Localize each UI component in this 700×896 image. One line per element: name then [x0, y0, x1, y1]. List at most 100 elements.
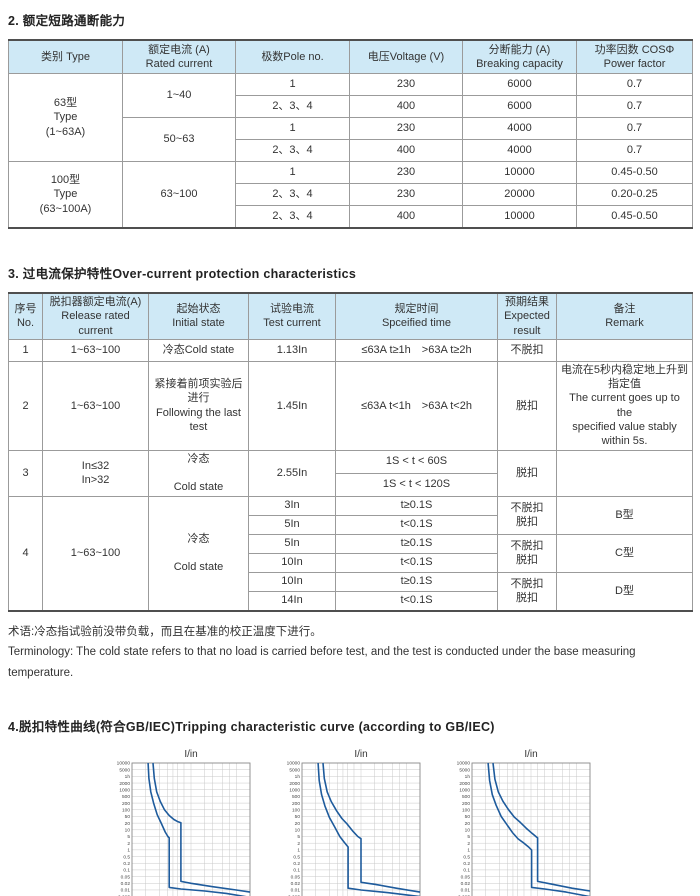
- header-row: 序号 No. 脱扣器额定电流(A) Release rated current …: [8, 292, 693, 340]
- table-row: 14In t<0.1S: [9, 590, 693, 612]
- cell: 脱扣: [497, 449, 557, 497]
- chart-canvas: 10000 5000 1h 2000 1000 500 200 100 50 20 10 5 2 1 0.5…: [274, 760, 426, 896]
- cell: [556, 449, 693, 497]
- y-tick-label: 100: [292, 807, 300, 813]
- cell: 6000: [462, 95, 577, 118]
- cell: 10In: [248, 552, 336, 573]
- y-tick-label: 20: [125, 820, 131, 826]
- col-header-remark: 备注 Remark: [556, 292, 693, 340]
- tripping-curve-chart-d: I/in 10000 5000 1h 2000 1000 500 200 100 50 20 10 5…: [444, 749, 596, 896]
- y-tick-label: 1: [467, 847, 470, 853]
- cell: 6000: [462, 73, 577, 96]
- cell: 10000: [462, 161, 577, 184]
- cell: 400: [349, 205, 463, 229]
- col-header-rated-current: 额定电流 (A) Rated current: [122, 39, 236, 74]
- table-row: 2、3、4 400 4000 0.7: [9, 139, 693, 162]
- y-tick-label: 0.05: [461, 874, 471, 880]
- y-tick-label: 0.5: [123, 854, 130, 860]
- cell: 230: [349, 183, 463, 206]
- table-row: 10In t≥0.1S 不脱扣 脱扣 D型: [9, 571, 693, 612]
- y-tick-label: 0.01: [121, 887, 131, 893]
- cell: 10000: [462, 205, 577, 229]
- cell: 1.45In: [248, 360, 336, 451]
- col-header-specified-time: 规定时间 Spceified time: [335, 292, 498, 340]
- cell: 230: [349, 161, 463, 184]
- cell: 5In: [248, 533, 336, 554]
- cell: 400: [349, 95, 463, 118]
- col-header-pole-no: 极数Pole no.: [235, 39, 350, 74]
- y-tick-label: 20: [465, 820, 471, 826]
- cell: In≤32 In>32: [42, 449, 149, 497]
- curve-lower: [147, 762, 249, 896]
- terminology-note-zh: 术语:冷态指试验前没带负载，而且在基准的校正温度下进行。: [8, 625, 322, 638]
- y-tick-label: 0.1: [463, 867, 470, 873]
- col-header-initial-state: 起始状态 Initial state: [148, 292, 249, 340]
- y-tick-label: 100: [462, 807, 470, 813]
- table-row: 2 1~63~100 紧接着前项实验后进行 Following the last…: [8, 360, 693, 451]
- y-tick-label: 5000: [459, 767, 470, 773]
- y-tick-label: 2: [467, 841, 470, 847]
- section2-title: 2. 额定短路通断能力: [8, 14, 126, 28]
- cell: 0.7: [576, 73, 693, 96]
- cell: 0.45-0.50: [576, 205, 693, 229]
- y-tick-label: 0.005: [118, 894, 130, 896]
- cell: 冷态 Cold state: [148, 449, 249, 497]
- cell: 2、3、4: [235, 95, 350, 118]
- cell: 2、3、4: [235, 205, 350, 229]
- cell: B型: [556, 495, 693, 535]
- cell: 1S < t < 120S: [335, 472, 498, 497]
- cell: 14In: [248, 590, 336, 612]
- y-tick-label: 500: [292, 794, 300, 800]
- col-header-type: 类别 Type: [8, 39, 123, 74]
- cell: 紧接着前项实验后进行 Following the last test: [148, 360, 249, 451]
- cell: 0.7: [576, 117, 693, 140]
- terminology-note: 术语:冷态指试验前没带负载，而且在基准的校正温度下进行。 Terminology…: [8, 622, 692, 684]
- y-tick-label: 0.2: [463, 861, 470, 867]
- cell: 2.55In: [248, 449, 336, 497]
- y-tick-label: 1h: [295, 774, 301, 780]
- y-tick-label: 50: [125, 814, 131, 820]
- y-tick-label: 10: [465, 827, 471, 833]
- y-tick-label: 0.005: [458, 894, 470, 896]
- chart-axis-title: I/in: [184, 748, 198, 760]
- table-row: 2、3、4 230 20000 0.20-0.25: [9, 183, 693, 206]
- y-tick-label: 10: [295, 827, 301, 833]
- y-tick-label: 5000: [289, 767, 300, 773]
- col-header-test-current: 试验电流 Test current: [248, 292, 336, 340]
- y-tick-label: 0.2: [293, 861, 300, 867]
- cell: 400: [349, 139, 463, 162]
- cell: 冷态 Cold state: [148, 495, 249, 612]
- table-row: 5In t≥0.1S 不脱扣 脱扣 C型: [9, 533, 693, 573]
- y-tick-label: 5: [297, 834, 300, 840]
- y-tick-label: 0.5: [293, 854, 300, 860]
- y-tick-label: 2000: [459, 780, 470, 786]
- cell: 4: [8, 495, 43, 612]
- tripping-curve-plot: 1000050001h200010005002001005020105210.5…: [457, 760, 591, 896]
- col-header-release-rated-current: 脱扣器额定电流(A) Release rated current: [42, 292, 149, 340]
- curve-upper: [492, 762, 591, 892]
- cell: 1: [235, 73, 350, 96]
- table-row: 1S < t < 120S: [9, 472, 693, 497]
- y-tick-label: 10000: [457, 761, 471, 767]
- y-tick-label: 50: [465, 814, 471, 820]
- curve-lower: [317, 762, 421, 896]
- cell-rated-current: 50~63: [122, 117, 236, 162]
- cell: t<0.1S: [335, 552, 498, 573]
- table-row: 1 1~63~100 冷态Cold state 1.13In ≤63A t≥1h…: [8, 338, 693, 362]
- cell: 1.13In: [248, 338, 336, 362]
- y-tick-label: 1000: [289, 787, 300, 793]
- header-row: 类别 Type 额定电流 (A) Rated current 极数Pole no…: [8, 39, 693, 74]
- cell: 230: [349, 73, 463, 96]
- cell: t≥0.1S: [335, 533, 498, 554]
- y-tick-label: 0.02: [461, 881, 471, 887]
- table-row: 100型 Type (63~100A) 63~100 1 230 10000 0…: [8, 161, 693, 229]
- chart-canvas: 10000 5000 1h 2000 1000 500 200 100 50 20 10 5 2 1 0.5…: [444, 760, 596, 896]
- y-tick-label: 1: [297, 847, 300, 853]
- cell: 1: [8, 338, 43, 362]
- y-tick-label: 2000: [119, 780, 130, 786]
- y-tick-label: 0.05: [291, 874, 301, 880]
- cell: t≥0.1S: [335, 571, 498, 592]
- cell: 0.7: [576, 139, 693, 162]
- cell: t≥0.1S: [335, 495, 498, 516]
- y-tick-label: 100: [122, 807, 130, 813]
